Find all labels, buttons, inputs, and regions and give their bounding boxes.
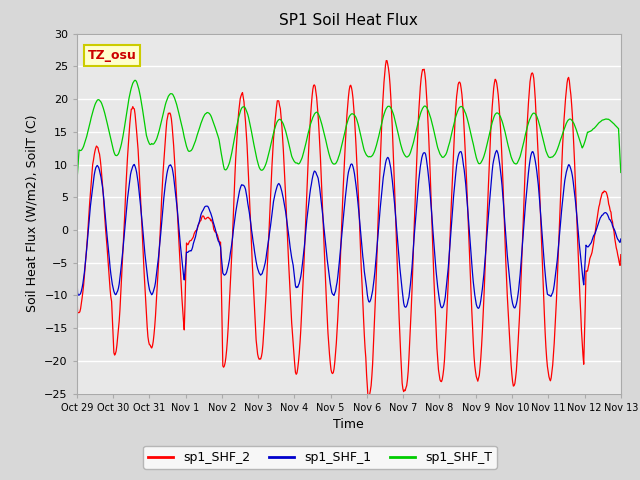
sp1_SHF_T (195, 128, 202, 134)
sp1_SHF_1 (83, 247, 90, 252)
sp1_SHF_2 (383, 58, 390, 63)
sp1_SHF_T (83, 134, 90, 140)
Legend: sp1_SHF_2, sp1_SHF_1, sp1_SHF_T: sp1_SHF_2, sp1_SHF_1, sp1_SHF_T (143, 446, 497, 469)
sp1_SHF_2 (83, 245, 90, 251)
sp1_SHF_1 (493, 147, 500, 153)
sp1_SHF_1 (617, 236, 625, 242)
sp1_SHF_1 (73, 268, 81, 274)
sp1_SHF_1 (194, 223, 202, 229)
sp1_SHF_2 (223, 348, 230, 353)
Text: TZ_osu: TZ_osu (88, 49, 136, 62)
sp1_SHF_2 (433, 329, 440, 335)
sp1_SHF_1 (431, 251, 438, 257)
sp1_SHF_T (617, 169, 625, 175)
sp1_SHF_T (73, 180, 81, 186)
Line: sp1_SHF_T: sp1_SHF_T (77, 80, 621, 183)
sp1_SHF_T (140, 112, 147, 118)
Y-axis label: Soil Heat Flux (W/m2), SoilT (C): Soil Heat Flux (W/m2), SoilT (C) (26, 115, 38, 312)
X-axis label: Time: Time (333, 418, 364, 431)
sp1_SHF_T (131, 77, 139, 83)
sp1_SHF_1 (415, 177, 422, 183)
sp1_SHF_2 (417, 84, 424, 90)
sp1_SHF_T (223, 165, 231, 171)
Title: SP1 Soil Heat Flux: SP1 Soil Heat Flux (280, 13, 418, 28)
sp1_SHF_2 (364, 396, 372, 401)
sp1_SHF_1 (223, 269, 230, 275)
sp1_SHF_1 (475, 305, 483, 311)
Line: sp1_SHF_2: sp1_SHF_2 (77, 60, 621, 398)
sp1_SHF_T (431, 135, 439, 141)
sp1_SHF_1 (139, 225, 147, 230)
sp1_SHF_2 (194, 224, 202, 229)
sp1_SHF_2 (139, 238, 147, 244)
sp1_SHF_T (416, 114, 424, 120)
Line: sp1_SHF_1: sp1_SHF_1 (77, 150, 621, 308)
sp1_SHF_2 (73, 282, 81, 288)
sp1_SHF_2 (617, 252, 625, 257)
